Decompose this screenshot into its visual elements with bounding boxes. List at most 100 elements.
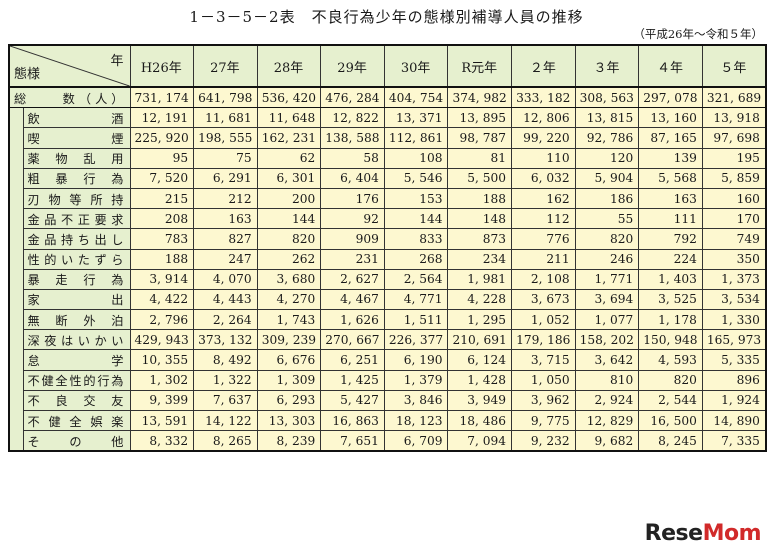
row-indent	[8, 289, 24, 310]
table-cell: 179, 186	[511, 329, 576, 351]
table-cell: 13, 918	[701, 107, 767, 129]
table-cell: 309, 239	[256, 329, 322, 351]
table-cell: 8, 332	[129, 430, 195, 452]
table-cell: 820	[574, 228, 640, 250]
table-cell: 16, 500	[638, 409, 703, 432]
table-cell: 14, 890	[701, 409, 767, 432]
table-cell: 11, 681	[193, 107, 258, 129]
table-cell: 262	[256, 248, 322, 270]
table-cell: 92, 786	[574, 127, 640, 149]
year-header: ５年	[701, 44, 767, 88]
table-cell: 2, 264	[193, 309, 258, 331]
table-cell: 1, 428	[447, 369, 513, 391]
table-cell: 4, 070	[193, 268, 258, 290]
table-cell: 270, 667	[320, 329, 385, 351]
table-cell: 896	[701, 369, 767, 391]
table-cell: 4, 228	[447, 288, 513, 311]
table-cell: 6, 404	[320, 167, 385, 189]
table-cell: 6, 190	[383, 349, 449, 371]
table-cell: 350	[701, 248, 767, 270]
table-cell: 2, 924	[574, 389, 640, 412]
table-cell: 1, 295	[447, 309, 513, 331]
table-cell: 6, 293	[256, 389, 322, 412]
table-cell: 10, 355	[129, 349, 195, 371]
table-cell: 6, 709	[383, 430, 449, 452]
table-cell: 2, 627	[320, 268, 385, 290]
table-cell: 163	[638, 187, 703, 210]
table-cell: 268	[383, 248, 449, 270]
table-cell: 234	[447, 248, 513, 270]
table-cell: 4, 467	[320, 288, 385, 311]
table-cell: 11, 648	[256, 107, 322, 129]
category-label: 不良交友	[22, 389, 131, 412]
table-cell: 95	[129, 147, 195, 169]
year-header: 30年	[383, 44, 449, 88]
table-cell: 3, 534	[701, 288, 767, 311]
category-label: 金品持ち出し	[22, 228, 131, 250]
table-cell: 3, 962	[511, 389, 576, 412]
table-cell: 212	[193, 187, 258, 210]
table-cell: 211	[511, 248, 576, 270]
table-cell: 139	[638, 147, 703, 169]
table-cell: 4, 771	[383, 288, 449, 311]
table-cell: 1, 373	[701, 268, 767, 290]
category-label: 粗暴行為	[22, 167, 131, 189]
row-indent	[8, 249, 24, 270]
table-row: そ の 他 8, 332 8, 265 8, 239 7, 651 6, 709 7, 09…	[8, 430, 767, 452]
category-label: 怠 学	[22, 349, 131, 371]
table-cell: 148	[447, 208, 513, 230]
table-cell: 58	[320, 147, 385, 169]
table-cell: 820	[256, 228, 322, 250]
table-cell: 16, 863	[320, 409, 385, 432]
table-body: 総 数（人） 731, 174 641, 798 536, 420 476, 284 4…	[8, 86, 767, 452]
table-cell: 13, 815	[574, 107, 640, 129]
table-cell: 87, 165	[638, 127, 703, 149]
table-cell: 138, 588	[320, 127, 385, 149]
category-label: 暴走行為	[22, 268, 131, 290]
table-cell: 1, 379	[383, 369, 449, 391]
table-cell: 827	[193, 228, 258, 250]
total-cell: 641, 798	[193, 86, 258, 109]
table-row: 無断外泊 2, 796 2, 264 1, 743 1, 626 1, 511 1, 295…	[8, 309, 767, 331]
table-title: 1－3－5－2表 不良行為少年の態様別補導人員の推移	[189, 8, 584, 26]
table-cell: 1, 743	[256, 309, 322, 331]
total-cell: 308, 563	[574, 86, 640, 109]
year-header: H26年	[129, 44, 195, 88]
table-cell: 1, 771	[574, 268, 640, 290]
table-row: 不健全娯楽 13, 591 14, 122 13, 303 16, 863 18, 123…	[8, 409, 767, 432]
corner-diagonal	[10, 46, 130, 86]
table-cell: 1, 330	[701, 309, 767, 331]
total-cell: 536, 420	[256, 86, 322, 109]
table-cell: 9, 775	[511, 409, 576, 432]
table-cell: 1, 052	[511, 309, 576, 331]
table-cell: 2, 544	[638, 389, 703, 412]
table-cell: 6, 251	[320, 349, 385, 371]
category-label: 深夜はいかい	[22, 329, 131, 351]
table-cell: 170	[701, 208, 767, 230]
year-header: 29年	[320, 44, 385, 88]
table-cell: 12, 829	[574, 409, 640, 432]
table-cell: 158, 202	[574, 329, 640, 351]
table-cell: 226, 377	[383, 329, 449, 351]
table-cell: 873	[447, 228, 513, 250]
row-indent	[8, 430, 24, 452]
table-cell: 246	[574, 248, 640, 270]
data-table: 年 態様 H26年 27年 28年 29年 30年 R元年 ２年 ３年 ４年 ５年 総 数（人） …	[8, 44, 767, 453]
year-header: 27年	[193, 44, 258, 88]
table-cell: 12, 191	[129, 107, 195, 129]
table-cell: 1, 302	[129, 369, 195, 391]
table-cell: 429, 943	[129, 329, 195, 351]
table-cell: 5, 859	[701, 167, 767, 189]
table-cell: 792	[638, 228, 703, 250]
table-cell: 5, 427	[320, 389, 385, 412]
total-cell: 476, 284	[320, 86, 385, 109]
category-label: 刃物等所持	[22, 187, 131, 210]
table-cell: 776	[511, 228, 576, 250]
table-row: 飲 酒 12, 191 11, 681 11, 648 12, 822 13, 371 13…	[8, 107, 767, 129]
table-cell: 3, 642	[574, 349, 640, 371]
table-cell: 208	[129, 208, 195, 230]
table-row: 家 出 4, 422 4, 443 4, 270 4, 467 4, 771 4, 228 3…	[8, 288, 767, 311]
total-label: 総 数（人）	[8, 86, 131, 109]
table-cell: 9, 682	[574, 430, 640, 452]
table-cell: 210, 691	[447, 329, 513, 351]
